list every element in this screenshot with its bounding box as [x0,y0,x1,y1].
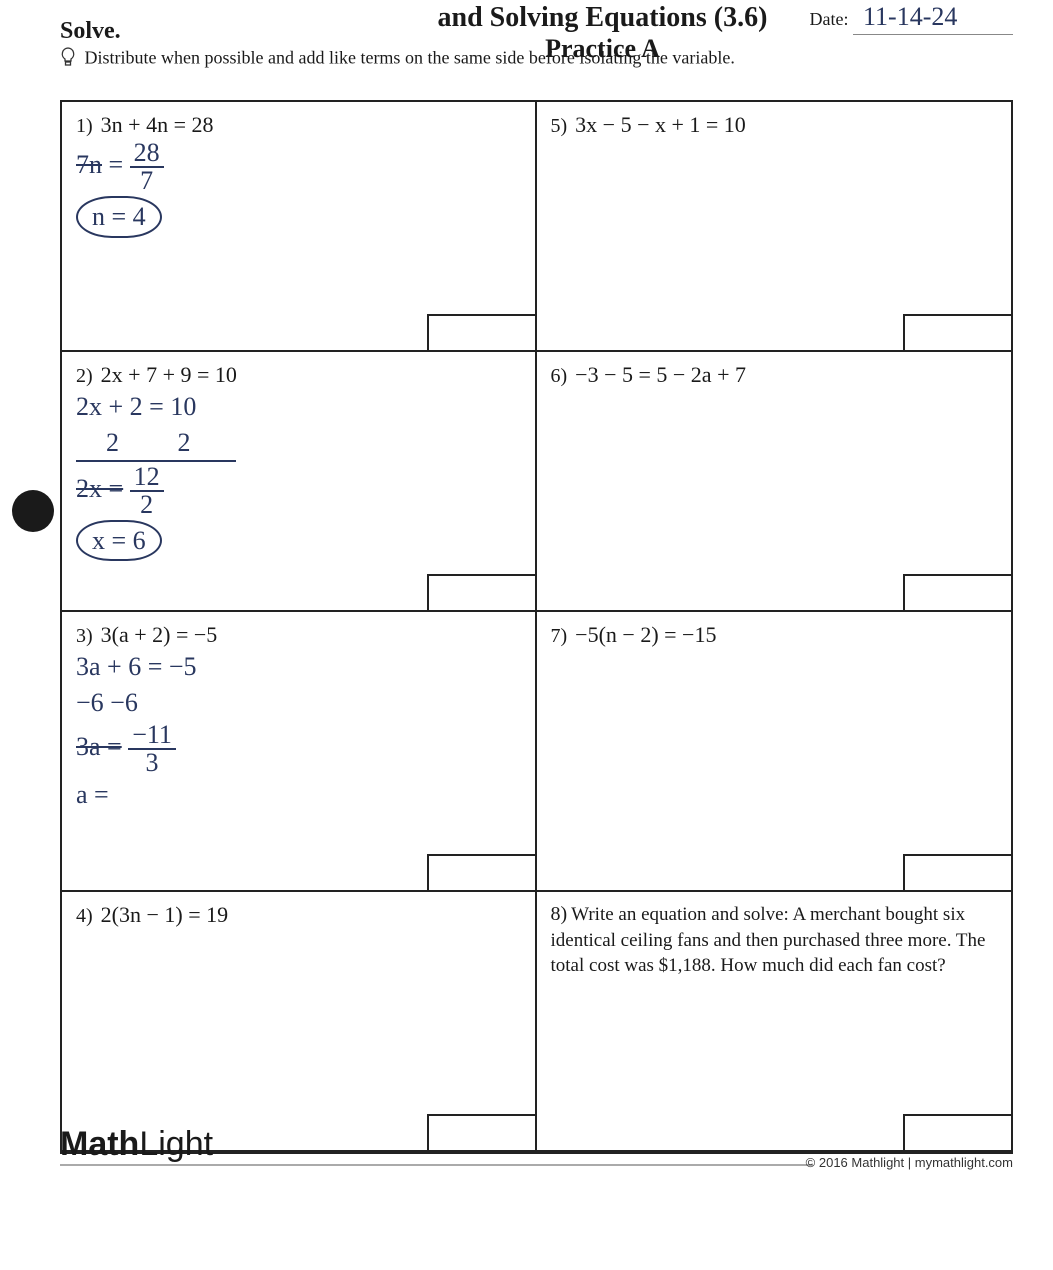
problem-cell-3: 3) 3(a + 2) = −5 3a + 6 = −5 −6 −6 3a = … [62,612,537,892]
problem-equation: −5(n − 2) = −15 [575,622,716,648]
problem-cell-5: 5) 3x − 5 − x + 1 = 10 [537,102,1012,352]
hint-text: Distribute when possible and add like te… [85,48,735,68]
problem-equation: −3 − 5 = 5 − 2a + 7 [575,362,746,388]
problem-number: 5) [551,115,568,138]
student-work: 7n = 287 n = 4 [76,140,521,238]
worksheet-header: Date: 11-14-24 and Solving Equations (3.… [60,0,1013,100]
hint-row: Distribute when possible and add like te… [60,47,735,72]
student-work: 2x + 2 = 10 2 2 2x = 122 x = 6 [76,390,521,561]
circled-answer: x = 6 [76,520,162,562]
answer-box[interactable] [427,314,537,352]
problem-number: 3) [76,625,93,648]
problem-cell-2: 2) 2x + 7 + 9 = 10 2x + 2 = 10 2 2 2x = … [62,352,537,612]
word-problem-text: Write an equation and solve: A merchant … [551,904,986,976]
answer-box[interactable] [427,854,537,892]
page-footer: MathLight © 2016 Mathlight | mymathlight… [60,1125,1013,1166]
problem-grid: 1) 3n + 4n = 28 7n = 287 n = 4 5) 3x − 5… [60,100,1013,1154]
date-field: Date: 11-14-24 [810,0,1013,35]
answer-box[interactable] [903,574,1013,612]
problem-equation: 3x − 5 − x + 1 = 10 [575,112,746,138]
brand-logo: MathLight [60,1125,813,1166]
problem-cell-4: 4) 2(3n − 1) = 19 [62,892,537,1152]
hole-punch-icon [12,490,54,532]
problem-cell-1: 1) 3n + 4n = 28 7n = 287 n = 4 [62,102,537,352]
problem-cell-6: 6) −3 − 5 = 5 − 2a + 7 [537,352,1012,612]
problem-number: 6) [551,365,568,388]
problem-cell-8: 8) Write an equation and solve: A mercha… [537,892,1012,1152]
problem-number: 8) [551,903,568,925]
copyright-text: © 2016 Mathlight | mymathlight.com [806,1155,1013,1170]
answer-box[interactable] [427,574,537,612]
problem-number: 7) [551,625,568,648]
problem-equation: 3n + 4n = 28 [101,112,214,138]
solve-heading: Solve. [60,18,735,45]
lightbulb-icon [60,47,76,72]
problem-number: 4) [76,905,93,928]
problem-cell-7: 7) −5(n − 2) = −15 [537,612,1012,892]
problem-equation: 3(a + 2) = −5 [101,622,218,648]
date-value: 11-14-24 [853,0,1013,35]
problem-number: 1) [76,115,93,138]
answer-box[interactable] [903,314,1013,352]
answer-box[interactable] [903,854,1013,892]
instructions-block: Solve. Distribute when possible and add … [60,18,735,72]
student-work: 3a + 6 = −5 −6 −6 3a = −113 a = [76,650,521,811]
problem-number: 2) [76,365,93,388]
date-label: Date: [810,9,849,30]
problem-equation: 2(3n − 1) = 19 [101,902,228,928]
problem-equation: 2x + 7 + 9 = 10 [101,362,237,388]
circled-answer: n = 4 [76,196,162,238]
